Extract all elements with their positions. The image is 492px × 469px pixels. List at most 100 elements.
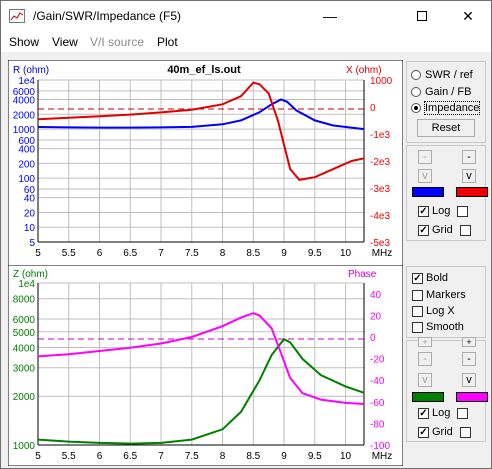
top-left-tick: 600 bbox=[18, 136, 35, 147]
bottom-right-plus-button[interactable]: + bbox=[462, 337, 476, 347]
radio-gain[interactable]: Gain / FB bbox=[411, 84, 471, 100]
close-button[interactable]: ✕ bbox=[445, 1, 491, 31]
top-x-tick: 9.5 bbox=[308, 248, 322, 259]
logx-label: Log X bbox=[426, 305, 455, 317]
bottom-chart: Z (ohm) Phase 1e480006000500040003000200… bbox=[8, 265, 403, 466]
logx-box[interactable] bbox=[412, 305, 423, 317]
bot-x-tick: 7.5 bbox=[185, 451, 199, 462]
bot-left-tick: 1e4 bbox=[18, 279, 35, 290]
radio-swr-label: SWR / ref bbox=[425, 69, 473, 81]
top-right-tick: -1e3 bbox=[370, 130, 390, 141]
top-log-right-box[interactable] bbox=[457, 205, 469, 217]
top-right-down-button[interactable]: v bbox=[462, 169, 476, 183]
top-x-tick: 8 bbox=[220, 248, 226, 259]
top-left-tick: 4000 bbox=[13, 96, 36, 107]
bot-x-tick: 9.5 bbox=[308, 451, 322, 462]
bot-x-tick: 8 bbox=[220, 451, 226, 462]
top-x-tick: 7.5 bbox=[185, 248, 199, 259]
bot-right-tick: -40 bbox=[370, 376, 385, 387]
top-x-tick: 5.5 bbox=[62, 248, 76, 259]
menu-view[interactable]: View bbox=[52, 35, 78, 49]
bot-x-tick: 7 bbox=[158, 451, 164, 462]
top-left-minus-button[interactable]: - bbox=[418, 150, 432, 164]
top-left-axis-label: R (ohm) bbox=[13, 65, 49, 76]
bot-right-tick: -80 bbox=[370, 419, 385, 430]
maximize-button[interactable] bbox=[399, 1, 445, 31]
radio-swr[interactable]: SWR / ref bbox=[411, 67, 473, 83]
radio-impedance-circle[interactable] bbox=[411, 103, 421, 113]
menu-plot[interactable]: Plot bbox=[157, 35, 178, 49]
bottom-log-right-box[interactable] bbox=[457, 407, 469, 419]
radio-impedance[interactable]: Impedance bbox=[411, 100, 481, 116]
top-left-tick: 100 bbox=[18, 174, 35, 185]
bot-x-tick: 5.5 bbox=[62, 451, 76, 462]
top-grid-label: Grid bbox=[432, 224, 453, 236]
top-grid-right-box[interactable] bbox=[459, 224, 471, 236]
bottom-log-checkbox[interactable]: ✓ Log bbox=[418, 406, 469, 420]
top-right-tick: -2e3 bbox=[370, 157, 390, 168]
top-log-check-icon[interactable]: ✓ bbox=[418, 205, 429, 217]
radio-gain-label: Gain / FB bbox=[425, 86, 472, 98]
top-right-tick: -3e3 bbox=[370, 184, 390, 195]
top-right-minus-button[interactable]: - bbox=[462, 150, 476, 164]
top-log-checkbox[interactable]: ✓ Log bbox=[418, 204, 469, 218]
bottom-grid-label: Grid bbox=[432, 426, 453, 438]
maximize-icon bbox=[417, 11, 427, 21]
menu-bar: Show View V/I source Plot bbox=[1, 31, 491, 53]
bottom-grid-check-icon[interactable]: ✓ bbox=[418, 426, 429, 438]
top-left-tick: 6000 bbox=[13, 87, 36, 98]
minimize-button[interactable]: — bbox=[307, 1, 353, 31]
bold-check-icon[interactable]: ✓ bbox=[412, 272, 423, 284]
bot-right-tick: 40 bbox=[370, 290, 382, 301]
top-left-down-button[interactable]: v bbox=[418, 169, 432, 183]
top-left-tick: 1e4 bbox=[18, 76, 35, 87]
top-x-tick: 10 bbox=[340, 248, 352, 259]
bottom-left-minus-button[interactable]: - bbox=[418, 352, 432, 366]
top-right-axis-label: X (ohm) bbox=[346, 65, 382, 76]
bottom-grid-right-box[interactable] bbox=[459, 426, 471, 438]
logx-checkbox[interactable]: Log X bbox=[412, 304, 455, 318]
bottom-left-down-button[interactable]: v bbox=[418, 373, 432, 387]
bottom-log-check-icon[interactable]: ✓ bbox=[418, 407, 429, 419]
bot-right-tick: -20 bbox=[370, 355, 385, 366]
phase-color-swatch[interactable] bbox=[456, 392, 488, 402]
markers-box[interactable] bbox=[412, 289, 423, 301]
top-x-tick: 8.5 bbox=[246, 248, 260, 259]
x-color-swatch[interactable] bbox=[456, 187, 488, 197]
bot-x-tick: 5 bbox=[35, 451, 41, 462]
bottom-right-down-button[interactable]: v bbox=[462, 373, 476, 387]
reset-button[interactable]: Reset bbox=[417, 119, 475, 137]
menu-vi-source[interactable]: V/I source bbox=[90, 35, 145, 49]
series-phase-line bbox=[37, 312, 365, 405]
bottom-right-minus-button[interactable]: - bbox=[462, 352, 476, 366]
radio-swr-circle[interactable] bbox=[411, 70, 421, 80]
bottom-left-plus-button[interactable]: + bbox=[418, 337, 432, 347]
menu-show[interactable]: Show bbox=[9, 35, 40, 49]
bot-right-tick: -60 bbox=[370, 398, 385, 409]
title-bar: /Gain/SWR/Impedance (F5) — ✕ bbox=[1, 1, 491, 31]
top-log-label: Log bbox=[432, 205, 451, 217]
r-color-swatch[interactable] bbox=[412, 187, 444, 197]
top-left-tick: 5 bbox=[29, 238, 35, 249]
bot-left-tick: 3000 bbox=[13, 364, 36, 375]
bot-x-tick: 6.5 bbox=[123, 451, 137, 462]
top-x-tick: 7 bbox=[158, 248, 164, 259]
bold-checkbox[interactable]: ✓ Bold bbox=[412, 271, 448, 285]
bottom-grid-checkbox[interactable]: ✓ Grid bbox=[418, 425, 471, 439]
top-right-tick: 1000 bbox=[370, 76, 393, 87]
markers-checkbox[interactable]: Markers bbox=[412, 288, 466, 302]
top-grid-checkbox[interactable]: ✓ Grid bbox=[418, 223, 471, 237]
bot-x-tick: 9 bbox=[281, 451, 287, 462]
radio-gain-circle[interactable] bbox=[411, 87, 421, 97]
series-x-line bbox=[37, 81, 365, 181]
bottom-scale-group bbox=[406, 340, 486, 442]
top-x-tick: 5 bbox=[35, 248, 41, 259]
smooth-checkbox[interactable]: Smooth bbox=[412, 320, 464, 334]
top-grid-check-icon[interactable]: ✓ bbox=[418, 224, 429, 236]
bold-label: Bold bbox=[426, 272, 449, 284]
bot-x-unit: MHz bbox=[372, 451, 393, 462]
bot-right-tick: 0 bbox=[370, 333, 376, 344]
z-color-swatch[interactable] bbox=[412, 392, 444, 402]
smooth-box[interactable] bbox=[412, 321, 423, 333]
window-title: /Gain/SWR/Impedance (F5) bbox=[33, 9, 182, 23]
